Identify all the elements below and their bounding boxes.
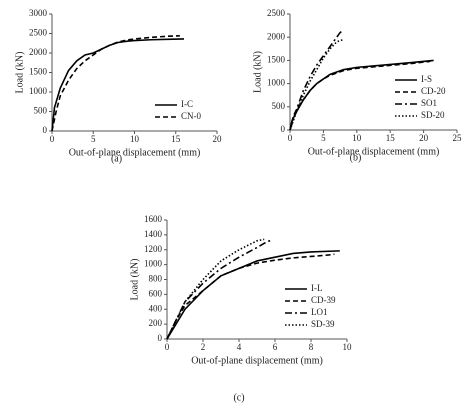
legend-label: CN-0 bbox=[181, 111, 201, 121]
y-tick-label: 0 bbox=[158, 333, 163, 343]
y-axis-title: Load (kN) bbox=[252, 51, 263, 93]
y-tick-label: 2000 bbox=[29, 47, 48, 57]
y-tick-label: 800 bbox=[149, 274, 163, 284]
y-tick-label: 600 bbox=[149, 288, 163, 298]
data-line bbox=[51, 35, 180, 132]
y-tick-label: 1500 bbox=[267, 54, 286, 64]
data-line bbox=[166, 253, 335, 340]
x-tick-label: 10 bbox=[343, 342, 353, 352]
y-tick-label: 500 bbox=[272, 101, 286, 111]
data-line bbox=[289, 60, 431, 131]
legend-label: I-C bbox=[181, 99, 193, 109]
x-axis-title: Out-of-plane displacement (mm) bbox=[308, 146, 440, 157]
y-axis-title: Load (kN) bbox=[129, 259, 140, 301]
x-tick-label: 10 bbox=[130, 134, 140, 144]
panel-label: (a) bbox=[111, 153, 122, 164]
legend-label: SO1 bbox=[421, 98, 437, 108]
y-tick-label: 3000 bbox=[29, 8, 48, 18]
x-axis-title: Out-of-plane displacement (mm) bbox=[191, 355, 323, 366]
x-tick-label: 15 bbox=[171, 134, 181, 144]
data-line bbox=[166, 250, 340, 340]
x-tick-label: 4 bbox=[237, 342, 242, 352]
x-tick-label: 0 bbox=[165, 342, 170, 352]
x-tick-label: 25 bbox=[453, 133, 463, 143]
legend-label: LO1 bbox=[311, 307, 328, 317]
legend-label: CD-20 bbox=[421, 86, 446, 96]
y-tick-label: 2500 bbox=[29, 28, 48, 38]
y-tick-label: 1400 bbox=[144, 229, 163, 239]
x-tick-label: 2 bbox=[201, 342, 206, 352]
x-tick-label: 10 bbox=[352, 133, 362, 143]
y-tick-label: 0 bbox=[281, 124, 286, 134]
x-tick-label: 5 bbox=[91, 134, 96, 144]
y-tick-label: 1000 bbox=[267, 78, 286, 88]
x-tick-label: 20 bbox=[213, 134, 223, 144]
y-tick-label: 500 bbox=[34, 106, 48, 116]
data-line bbox=[289, 59, 434, 131]
data-line bbox=[289, 38, 344, 131]
y-tick-label: 1500 bbox=[29, 67, 48, 77]
y-tick-label: 0 bbox=[43, 125, 48, 135]
x-tick-label: 6 bbox=[273, 342, 278, 352]
legend-label: SD-39 bbox=[311, 319, 335, 329]
panel-label: (c) bbox=[233, 392, 244, 403]
y-tick-label: 1600 bbox=[144, 214, 163, 224]
y-tick-label: 400 bbox=[149, 303, 163, 313]
x-axis-title: Out-of-plane displacement (mm) bbox=[69, 147, 201, 158]
data-line bbox=[166, 239, 272, 340]
legend-label: I-L bbox=[311, 283, 323, 293]
y-tick-label: 1000 bbox=[29, 86, 48, 96]
x-tick-label: 5 bbox=[321, 133, 326, 143]
data-line bbox=[166, 238, 265, 340]
x-tick-label: 20 bbox=[419, 133, 429, 143]
y-tick-label: 1200 bbox=[144, 244, 163, 254]
legend-label: I-S bbox=[421, 74, 432, 84]
y-tick-label: 200 bbox=[149, 318, 163, 328]
x-tick-label: 15 bbox=[386, 133, 396, 143]
panel-label: (b) bbox=[350, 152, 362, 163]
legend-label: CD-39 bbox=[311, 295, 336, 305]
y-tick-label: 1000 bbox=[144, 259, 163, 269]
y-tick-label: 2500 bbox=[267, 8, 286, 18]
y-axis-title: Load (kN) bbox=[14, 52, 25, 94]
x-tick-label: 0 bbox=[50, 134, 55, 144]
data-line bbox=[289, 30, 343, 131]
y-tick-label: 2000 bbox=[267, 31, 286, 41]
legend-label: SD-20 bbox=[421, 110, 445, 120]
x-tick-label: 8 bbox=[309, 342, 314, 352]
x-tick-label: 0 bbox=[288, 133, 293, 143]
